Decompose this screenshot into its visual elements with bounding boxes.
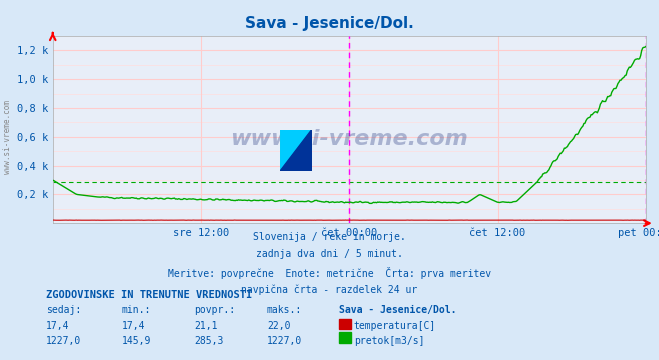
Text: zadnja dva dni / 5 minut.: zadnja dva dni / 5 minut. bbox=[256, 249, 403, 260]
Text: povpr.:: povpr.: bbox=[194, 305, 235, 315]
Text: Sava - Jesenice/Dol.: Sava - Jesenice/Dol. bbox=[339, 305, 457, 315]
Text: 22,0: 22,0 bbox=[267, 321, 291, 331]
Text: 17,4: 17,4 bbox=[46, 321, 70, 331]
Text: Sava - Jesenice/Dol.: Sava - Jesenice/Dol. bbox=[245, 16, 414, 31]
Text: 17,4: 17,4 bbox=[122, 321, 146, 331]
Text: 1227,0: 1227,0 bbox=[267, 336, 302, 346]
Text: 285,3: 285,3 bbox=[194, 336, 224, 346]
Polygon shape bbox=[280, 130, 312, 171]
Text: navpična črta - razdelek 24 ur: navpična črta - razdelek 24 ur bbox=[241, 284, 418, 294]
Text: min.:: min.: bbox=[122, 305, 152, 315]
Bar bbox=[339, 319, 351, 329]
Text: sedaj:: sedaj: bbox=[46, 305, 81, 315]
Text: pretok[m3/s]: pretok[m3/s] bbox=[354, 336, 424, 346]
Polygon shape bbox=[280, 130, 312, 171]
Text: temperatura[C]: temperatura[C] bbox=[354, 321, 436, 331]
Text: 21,1: 21,1 bbox=[194, 321, 218, 331]
Bar bbox=[339, 332, 351, 343]
Text: Meritve: povprečne  Enote: metrične  Črta: prva meritev: Meritve: povprečne Enote: metrične Črta:… bbox=[168, 267, 491, 279]
Text: www.si-vreme.com: www.si-vreme.com bbox=[3, 100, 13, 174]
Text: 145,9: 145,9 bbox=[122, 336, 152, 346]
Text: Slovenija / reke in morje.: Slovenija / reke in morje. bbox=[253, 232, 406, 242]
Text: ZGODOVINSKE IN TRENUTNE VREDNOSTI: ZGODOVINSKE IN TRENUTNE VREDNOSTI bbox=[46, 290, 252, 300]
Text: maks.:: maks.: bbox=[267, 305, 302, 315]
Text: www.si-vreme.com: www.si-vreme.com bbox=[231, 129, 468, 149]
Text: 1227,0: 1227,0 bbox=[46, 336, 81, 346]
